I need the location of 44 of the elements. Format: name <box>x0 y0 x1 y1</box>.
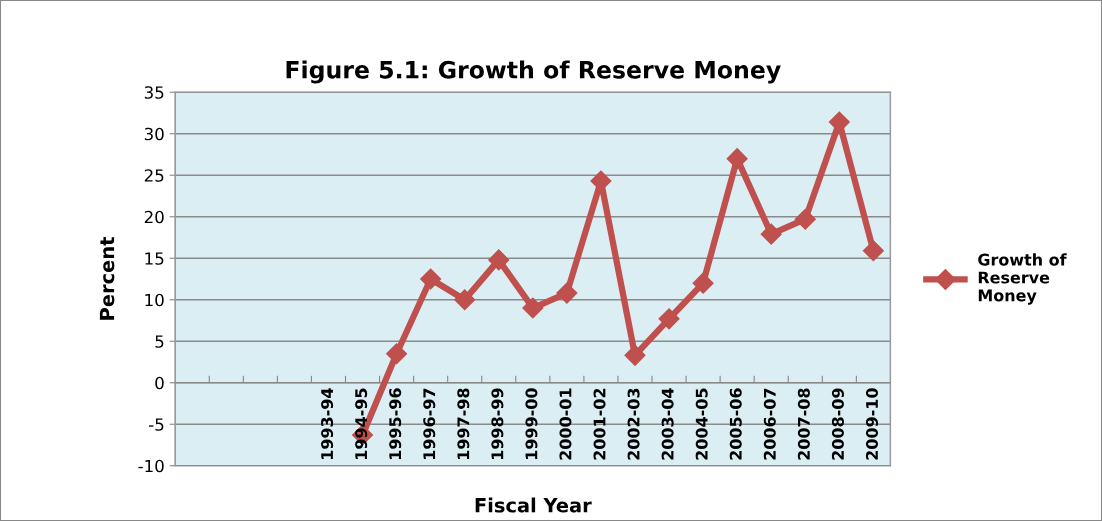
y-tick-label: -5 <box>149 418 164 431</box>
point <box>726 148 748 170</box>
point <box>522 297 544 319</box>
chart-title: Figure 5.1: Growth of Reserve Money <box>286 60 781 84</box>
y-tick-label: 15 <box>145 252 164 265</box>
y-tick-label: 35 <box>144 86 164 99</box>
point <box>658 308 680 330</box>
x-tick-label: 1995-96 <box>389 388 402 459</box>
y-tick-label: -10 <box>138 459 164 473</box>
y-tick-label: 0 <box>155 376 164 390</box>
x-tick-label: 2005-06 <box>729 388 742 460</box>
x-tick-label: 2002-03 <box>627 388 640 460</box>
x-tick-label: 2003-04 <box>661 388 674 460</box>
x-tick-label: 2000-01 <box>559 388 572 460</box>
x-tick-label: 1998-99 <box>491 388 504 459</box>
x-tick-label: 1993-94 <box>321 388 334 459</box>
x-tick-label: 2001-02 <box>593 388 606 460</box>
point <box>420 268 442 290</box>
point <box>862 240 884 262</box>
x-tick-label: 2004-05 <box>695 388 708 460</box>
y-tick-label: 25 <box>144 169 164 182</box>
point <box>556 282 578 304</box>
x-tick-label: 2007-08 <box>797 388 810 460</box>
y-tick-label: 5 <box>155 335 164 348</box>
x-tick-label: 1997-98 <box>457 388 470 459</box>
point <box>624 344 646 366</box>
point <box>794 208 816 230</box>
point <box>386 343 408 365</box>
y-tick-label: 20 <box>144 210 164 224</box>
x-tick-label: 1999-00 <box>525 388 538 459</box>
y-tick-label: 10 <box>145 293 164 307</box>
x-tick-label: 2009-10 <box>865 388 879 460</box>
point <box>760 223 782 245</box>
y-axis-title: Percent <box>99 237 115 320</box>
y-tick-label: 30 <box>144 127 164 141</box>
x-axis-title: Fiscal Year <box>475 497 592 513</box>
legend-label: Growth of Reserve Money <box>978 253 1067 305</box>
point <box>488 249 510 271</box>
x-tick-label: 2006-07 <box>763 388 776 460</box>
x-tick-label: 2008-09 <box>831 388 844 460</box>
x-tick-label: 1996-97 <box>423 388 436 459</box>
point <box>692 272 714 294</box>
point <box>454 289 476 311</box>
x-tick-label: 1994-95 <box>355 388 368 459</box>
